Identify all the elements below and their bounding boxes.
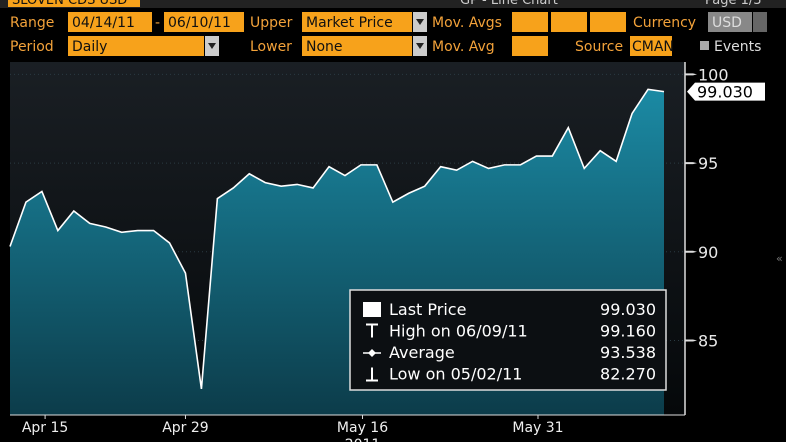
dropdown[interactable] <box>708 12 752 32</box>
tick-mark <box>685 162 697 165</box>
label: Mov. Avgs <box>432 15 502 31</box>
y-tick-label: 85 <box>698 331 718 350</box>
checkbox[interactable] <box>700 41 709 50</box>
top-strip <box>0 0 786 8</box>
legend-label: Low on 05/02/11 <box>389 365 522 384</box>
last-price-tag <box>687 82 765 101</box>
x-axis-year: 2011 <box>345 437 381 442</box>
legend-icon-part <box>366 323 378 338</box>
dropdown-text: Daily <box>72 39 107 55</box>
tick-mark <box>685 339 697 342</box>
function-title: GP - Line Chart <box>460 0 558 8</box>
x-tick-label: May 31 <box>512 420 563 436</box>
legend-value: 82.270 <box>600 365 656 384</box>
legend-label: High on 06/09/11 <box>389 322 528 341</box>
security: SLOVEN CDS USD <box>12 0 127 8</box>
label: Currency <box>633 15 696 31</box>
legend-icon-part <box>363 302 381 317</box>
label: Source <box>575 39 623 55</box>
input-text: 04/14/11 <box>72 15 135 31</box>
label: Lower <box>250 39 292 55</box>
dropdown-arrow <box>208 43 216 49</box>
dropdown-arrow <box>416 43 424 49</box>
page-number: Page 1/3 <box>705 0 762 8</box>
dropdown-text: Market Price <box>306 15 393 31</box>
input[interactable] <box>512 12 548 32</box>
legend-label: Average <box>389 343 455 362</box>
label: Upper <box>250 15 293 31</box>
label: Events <box>714 39 761 55</box>
y-tick-label: 100 <box>698 65 729 84</box>
y-tick-label: 90 <box>698 243 718 262</box>
input[interactable] <box>630 36 672 56</box>
legend-icon-part <box>368 349 376 357</box>
label: Range <box>10 15 54 31</box>
legend-icon-part <box>366 367 378 382</box>
scroll-hint: « <box>776 252 783 265</box>
label: Period <box>10 39 54 55</box>
security-tab <box>8 0 140 7</box>
label: Mov. Avg <box>432 39 495 55</box>
legend-icon <box>363 302 381 317</box>
legend-label: Last Price <box>389 300 466 319</box>
legend-value: 93.538 <box>600 343 656 362</box>
label: - <box>155 15 160 31</box>
input[interactable] <box>164 12 244 32</box>
tick-mark <box>685 250 697 253</box>
dropdown-arrow <box>416 19 424 25</box>
input[interactable] <box>590 12 626 32</box>
tick-mark <box>685 73 697 76</box>
line <box>9 88 665 390</box>
legend-icon <box>366 323 378 338</box>
dropdown-text: USD <box>712 15 742 31</box>
y-tick-label: 95 <box>698 154 718 173</box>
x-tick-label: Apr 15 <box>22 420 68 436</box>
x-tick-label: May 16 <box>337 420 388 436</box>
dropdown-button[interactable] <box>753 12 767 32</box>
legend-icon <box>366 367 378 382</box>
input-text: 06/10/11 <box>168 15 231 31</box>
dropdown[interactable] <box>302 36 412 56</box>
last-price-label: 99.030 <box>697 83 753 102</box>
input-text: CMAN <box>632 39 674 55</box>
x-tick-label: Apr 29 <box>162 420 208 436</box>
dropdown[interactable] <box>302 12 412 32</box>
input[interactable] <box>68 12 152 32</box>
legend <box>349 289 667 391</box>
legend-value: 99.030 <box>600 300 656 319</box>
input[interactable] <box>512 36 548 56</box>
dropdown-text: None <box>306 39 343 55</box>
input[interactable] <box>551 12 587 32</box>
legend-icon <box>363 349 381 357</box>
legend-value: 99.160 <box>600 322 656 341</box>
dropdown[interactable] <box>68 36 204 56</box>
